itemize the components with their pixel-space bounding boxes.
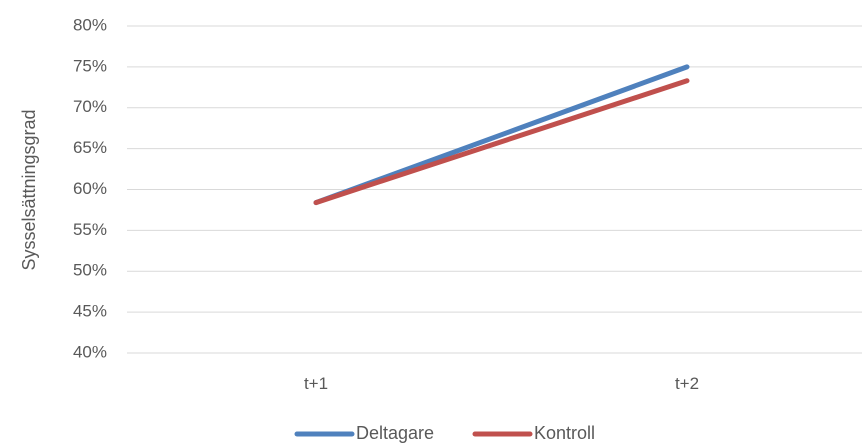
y-axis-tick-labels: 40% 45% 50% 55% 60% 65% 70% 75% 80% <box>73 15 107 361</box>
y-tick-label: 65% <box>73 138 107 157</box>
y-tick-label: 45% <box>73 302 107 321</box>
y-tick-label: 75% <box>73 56 107 75</box>
y-tick-label: 40% <box>73 342 107 361</box>
y-tick-label: 70% <box>73 97 107 116</box>
series-lines <box>313 64 690 206</box>
x-axis-tick-labels: t+1 t+2 <box>304 374 699 393</box>
y-tick-label: 60% <box>73 179 107 198</box>
y-axis-title: Sysselsättningsgrad <box>19 109 39 270</box>
gridlines <box>127 25 862 354</box>
y-tick-label: 50% <box>73 261 107 280</box>
legend-label-kontroll: Kontroll <box>534 423 595 443</box>
legend: Deltagare Kontroll <box>294 423 595 443</box>
y-tick-label: 55% <box>73 220 107 239</box>
x-tick-label: t+2 <box>675 374 699 393</box>
y-tick-label: 80% <box>73 15 107 34</box>
x-tick-label: t+1 <box>304 374 328 393</box>
series-line-kontroll <box>313 78 690 206</box>
legend-label-deltagare: Deltagare <box>356 423 434 443</box>
